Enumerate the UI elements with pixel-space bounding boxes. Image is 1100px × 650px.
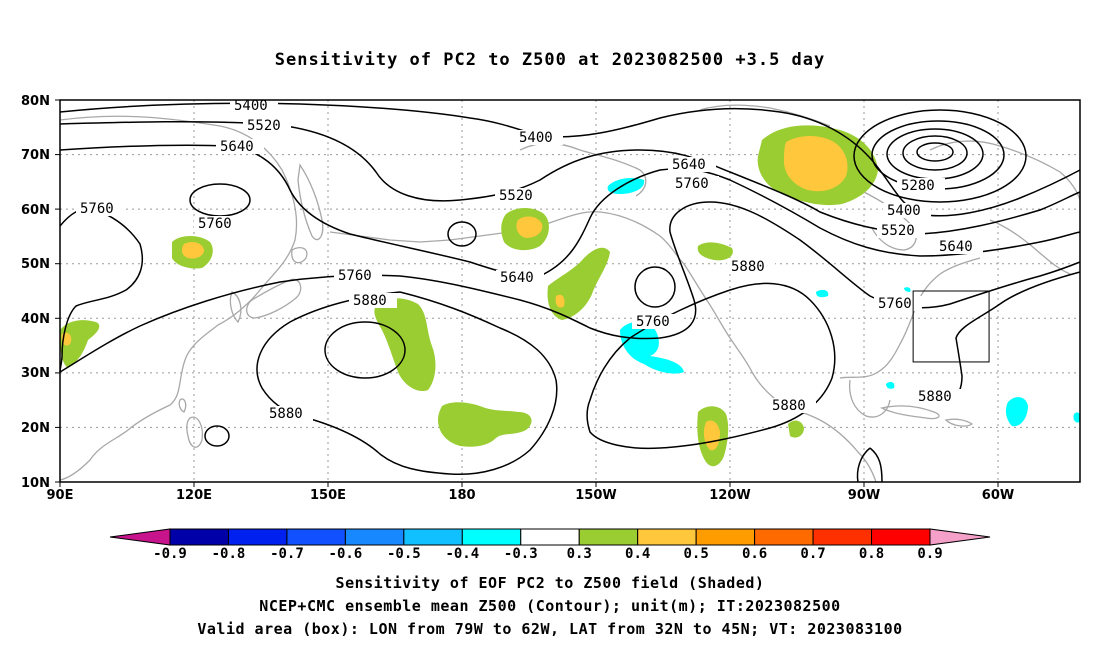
colorbar-label: 0.6 bbox=[742, 546, 767, 562]
contour-label: 5880 bbox=[772, 398, 806, 414]
longitude-labels: 90E 120E 150E 180 150W 120W 90W 60W bbox=[47, 488, 1015, 503]
shade-pos03 bbox=[60, 320, 100, 368]
colorbar-swatch bbox=[286, 528, 346, 546]
shade-pos04 bbox=[555, 294, 565, 308]
colorbar-swatch bbox=[754, 528, 814, 546]
colorbar-swatch bbox=[695, 528, 756, 546]
colorbar-label: -0.7 bbox=[270, 546, 304, 562]
lon-label: 120E bbox=[176, 488, 212, 503]
colorbar-swatch bbox=[403, 528, 463, 546]
contour-label: 5760 bbox=[878, 296, 912, 312]
contour-label: 5760 bbox=[675, 176, 709, 192]
shade-pos04 bbox=[516, 216, 543, 238]
plot-frame bbox=[59, 99, 1081, 483]
caption-line-2: NCEP+CMC ensemble mean Z500 (Contour); u… bbox=[259, 597, 841, 615]
shade-pos03 bbox=[788, 420, 804, 438]
contour-label: 5880 bbox=[731, 259, 765, 275]
colorbar-swatch bbox=[812, 528, 873, 546]
z500-contours bbox=[59, 102, 1081, 483]
lat-label: 50N bbox=[21, 257, 50, 272]
contour-label: 5640 bbox=[939, 239, 973, 255]
lat-label: 80N bbox=[21, 94, 50, 109]
shade-pos04 bbox=[181, 242, 204, 259]
colorbar-label: -0.8 bbox=[212, 546, 246, 562]
colorbar-swatch bbox=[344, 528, 405, 546]
shade-neg04 bbox=[886, 381, 895, 389]
colorbar-low-end bbox=[109, 528, 171, 546]
colorbar-label: 0.9 bbox=[917, 546, 942, 562]
lon-label: 60W bbox=[982, 488, 1014, 503]
contour-label: 5760 bbox=[80, 201, 114, 217]
colorbar-label: 0.5 bbox=[684, 546, 709, 562]
contour-labels: 5400 5520 5640 5400 5520 5640 5760 5760 … bbox=[76, 98, 983, 422]
latitude-labels: 80N 70N 60N 50N 40N 30N 20N 10N bbox=[21, 94, 50, 491]
axis-ticks bbox=[55, 99, 999, 487]
contour-label: 5400 bbox=[887, 203, 921, 219]
colorbar-swatch bbox=[578, 528, 639, 546]
graticule bbox=[60, 100, 1080, 482]
shade-neg04 bbox=[1005, 397, 1028, 427]
caption-line-1: Sensitivity of EOF PC2 to Z500 field (Sh… bbox=[335, 574, 765, 592]
lon-label: 90E bbox=[47, 488, 74, 503]
lon-label: 90W bbox=[848, 488, 880, 503]
contour-label: 5640 bbox=[220, 139, 254, 155]
colorbar-high-end bbox=[929, 528, 991, 546]
shade-pos03 bbox=[438, 402, 532, 447]
lat-label: 30N bbox=[21, 366, 50, 381]
contour-label: 5400 bbox=[234, 98, 268, 114]
lat-label: 20N bbox=[21, 421, 50, 436]
contour-label: 5760 bbox=[338, 268, 372, 284]
valid-area-box bbox=[912, 290, 990, 363]
colorbar-label: -0.5 bbox=[387, 546, 421, 562]
contour-label: 5520 bbox=[499, 188, 533, 204]
map-title: Sensitivity of PC2 to Z500 at 2023082500… bbox=[274, 50, 826, 70]
colorbar-label: -0.4 bbox=[445, 546, 479, 562]
contour-label: 5880 bbox=[269, 406, 303, 422]
shade-neg04 bbox=[816, 289, 829, 298]
lat-label: 40N bbox=[21, 312, 50, 327]
lat-label: 10N bbox=[21, 476, 50, 491]
lat-label: 70N bbox=[21, 148, 50, 163]
colorbar-swatch bbox=[461, 528, 522, 546]
caption-line-3: Valid area (box): LON from 79W to 62W, L… bbox=[197, 620, 903, 638]
contour-label: 5520 bbox=[881, 223, 915, 239]
colorbar-label: -0.6 bbox=[329, 546, 363, 562]
colorbar-swatch bbox=[227, 528, 288, 546]
shade-neg04 bbox=[1073, 412, 1081, 423]
shade-neg04 bbox=[620, 322, 684, 374]
lon-label: 150E bbox=[310, 488, 346, 503]
contour-label: 5400 bbox=[519, 130, 553, 146]
shade-neg04 bbox=[904, 287, 911, 292]
colorbar-swatch bbox=[169, 528, 229, 546]
colorbar-label: -0.3 bbox=[504, 546, 538, 562]
contour-label: 5880 bbox=[918, 389, 952, 405]
colorbar-swatch bbox=[871, 528, 931, 546]
colorbar-label: 0.8 bbox=[859, 546, 884, 562]
colorbar-label: 0.4 bbox=[625, 546, 650, 562]
contour-label: 5880 bbox=[353, 293, 387, 309]
contour-label: 5640 bbox=[672, 157, 706, 173]
contour-label: 5640 bbox=[500, 270, 534, 286]
shade-pos04 bbox=[784, 136, 848, 192]
colorbar-label: 0.7 bbox=[800, 546, 825, 562]
colorbar-label: -0.9 bbox=[153, 546, 187, 562]
coastlines bbox=[59, 104, 1081, 483]
contour-label: 5760 bbox=[636, 314, 670, 330]
colorbar: -0.9 -0.8 -0.7 -0.6 -0.5 -0.4 -0.3 0.3 0.4 0.5 0.6… bbox=[109, 528, 991, 562]
contour-label: 5520 bbox=[247, 118, 281, 134]
lon-label: 120W bbox=[709, 488, 750, 503]
lat-label: 60N bbox=[21, 203, 50, 218]
lon-label: 150W bbox=[575, 488, 616, 503]
colorbar-swatch bbox=[637, 528, 697, 546]
contour-label: 5760 bbox=[198, 216, 232, 232]
contour-label: 5280 bbox=[901, 178, 935, 194]
shade-pos03 bbox=[697, 242, 733, 261]
colorbar-swatch bbox=[520, 528, 580, 546]
colorbar-label: 0.3 bbox=[567, 546, 592, 562]
lon-label: 180 bbox=[448, 488, 475, 503]
